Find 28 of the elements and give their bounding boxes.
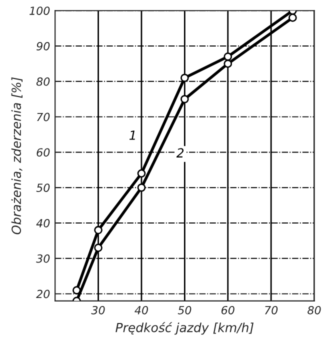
point xyxy=(224,52,232,61)
y-axis-title: Obrażenia, zderzenia [%] xyxy=(11,77,23,234)
y-tick-label: 90 xyxy=(36,42,50,50)
point xyxy=(180,74,189,82)
x-tick-label: 30 xyxy=(91,306,105,314)
point xyxy=(180,94,189,104)
y-tick-label: 40 xyxy=(36,218,50,228)
y-tick-label: 30 xyxy=(36,254,50,263)
point xyxy=(137,169,146,178)
point xyxy=(288,14,297,22)
y-tick-label: 50 xyxy=(36,184,50,192)
y-tick-label: 100 xyxy=(30,6,50,15)
y-tick-label: 60 xyxy=(36,148,50,157)
y-tick-label: 80 xyxy=(36,77,50,86)
y-tick-label: 70 xyxy=(37,112,50,122)
y-tick-label: 20 xyxy=(36,290,50,298)
series-label: 1 xyxy=(129,130,135,140)
x-tick-label: 60 xyxy=(222,306,234,314)
series-label: 2 xyxy=(176,148,184,158)
x-tick-label: 40 xyxy=(134,306,148,314)
point xyxy=(137,183,146,192)
x-tick-label: 50 xyxy=(178,306,192,314)
point xyxy=(94,244,102,252)
point xyxy=(224,60,232,68)
x-tick-label: 80 xyxy=(308,306,321,314)
point xyxy=(94,226,102,234)
x-axis-title: Prędkość jazdy [km/h] xyxy=(116,322,254,335)
x-tick-label: 70 xyxy=(265,306,278,314)
